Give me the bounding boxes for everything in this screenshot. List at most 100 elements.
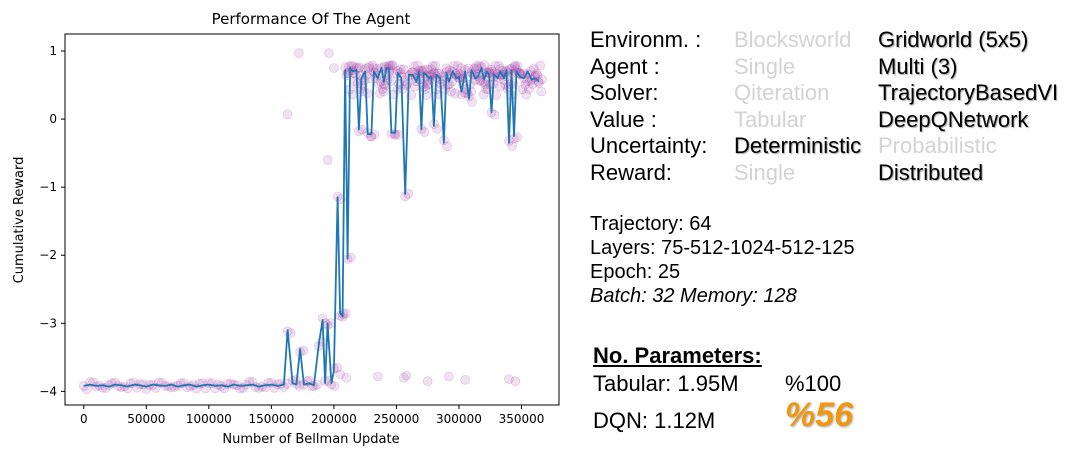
- y-axis-label: Cumulative Reward: [12, 157, 27, 284]
- dqn-params: DQN: 1.12M: [593, 408, 716, 433]
- config-option-selected: Gridworld (5x5): [878, 27, 1029, 52]
- scatter-point: [535, 60, 546, 71]
- scatter-point: [354, 62, 365, 73]
- config-label: Uncertainty:: [590, 133, 708, 159]
- scatter-point: [442, 141, 452, 152]
- scatter-point: [402, 79, 413, 89]
- scatter-point: [322, 155, 333, 165]
- scatter-point: [471, 61, 482, 71]
- config-label: Reward:: [590, 160, 672, 185]
- y-tick-label: 0: [49, 112, 57, 126]
- x-tick-label: 350000: [499, 412, 545, 426]
- scatter-point: [335, 369, 345, 380]
- scatter-point: [504, 374, 514, 384]
- config-label: Solver:: [590, 80, 659, 106]
- x-tick-label: 200000: [311, 412, 357, 426]
- config-option-selected: Distributed: [878, 160, 984, 185]
- y-tick-label: −2: [39, 248, 57, 262]
- plot-frame: [64, 33, 560, 406]
- scatter-point: [521, 89, 532, 100]
- config-option: Tabular: [734, 106, 807, 132]
- scatter-point: [421, 90, 431, 100]
- config-option-selected: TrajectoryBasedVI: [878, 80, 1059, 106]
- y-tick-label: 1: [49, 44, 57, 58]
- scatter-point: [200, 383, 211, 394]
- scatter-point: [520, 80, 531, 90]
- config-label: Value :: [590, 106, 657, 132]
- scatter-point: [450, 88, 460, 99]
- reward-line: [83, 67, 540, 388]
- scatter-point: [467, 97, 477, 107]
- scatter-point: [364, 61, 374, 72]
- scatter-point: [372, 371, 383, 382]
- scatter-point: [432, 124, 442, 134]
- scatter-point: [510, 376, 521, 386]
- scatter-point: [387, 60, 397, 70]
- config-option: Probabilistic: [878, 133, 997, 159]
- scatter-point: [509, 62, 520, 72]
- y-tick-label: −4: [39, 384, 57, 398]
- scatter-point: [486, 64, 497, 75]
- scatter-point: [517, 84, 528, 95]
- scatter-point: [398, 64, 409, 75]
- scatter-point: [409, 61, 419, 71]
- scatter-point: [282, 109, 293, 120]
- x-axis-label: Number of Bellman Update: [222, 432, 399, 447]
- scatter-point: [432, 68, 443, 79]
- x-tick-label: 250000: [374, 412, 420, 426]
- x-tick-label: 100000: [186, 412, 232, 426]
- scatter-point: [422, 64, 432, 75]
- scatter-point: [329, 381, 340, 391]
- config-option-selected: DeepQNetwork: [878, 106, 1029, 132]
- scatter-point: [375, 88, 385, 99]
- x-tick-label: 50000: [127, 412, 165, 426]
- scatter-point: [479, 60, 490, 70]
- scatter-point: [362, 88, 373, 99]
- scatter-point: [422, 376, 433, 386]
- scatter-point: [460, 375, 471, 385]
- scatter-point: [329, 63, 339, 73]
- scatter-point: [444, 371, 454, 382]
- scatter-point: [78, 381, 89, 391]
- config-option-selected: Deterministic: [734, 133, 862, 159]
- scatter-point: [490, 60, 501, 71]
- scatter-point: [449, 61, 459, 71]
- epoch-info: Epoch: 25: [590, 261, 681, 283]
- scatter-point: [478, 89, 489, 100]
- scatter-point: [494, 61, 504, 71]
- scatter-point: [475, 76, 485, 86]
- x-tick-label: 150000: [248, 412, 294, 426]
- plot-area: [78, 48, 547, 395]
- scatter-point: [213, 379, 224, 390]
- scatter-point: [294, 48, 304, 58]
- config-label: Agent :: [590, 53, 660, 79]
- performance-chart: Performance Of The Agent Number of Bellm…: [12, 10, 560, 447]
- config-option: Single: [734, 160, 796, 185]
- scatter-point: [395, 64, 406, 75]
- scatter-point: [507, 141, 517, 151]
- scatter-point: [446, 86, 456, 97]
- axis-ticks: 0 50000 100000 150000 200000 250000 300000 3500…: [39, 44, 544, 426]
- scatter-point: [531, 68, 542, 79]
- scatter-point: [495, 81, 505, 92]
- tabular-percent: %100: [785, 371, 842, 396]
- scatter-point: [536, 86, 547, 97]
- scatter-point: [419, 127, 430, 137]
- trajectory-info: Trajectory: 64: [590, 213, 712, 235]
- scatter-point: [537, 74, 547, 85]
- scatter-point: [510, 60, 521, 71]
- scatter-point: [85, 377, 95, 387]
- scatter-point: [491, 90, 502, 100]
- config-option: Qiteration: [734, 80, 830, 106]
- scatter-point: [378, 86, 389, 97]
- scatter-point: [324, 48, 334, 58]
- config-option: Blocksworld: [734, 27, 852, 52]
- scatter-point: [512, 61, 523, 71]
- scatter-point: [522, 76, 532, 86]
- scatter-point: [514, 68, 525, 78]
- config-option-selected: Multi (3): [878, 53, 958, 79]
- parameters-heading: No. Parameters:: [593, 343, 762, 368]
- scatter-point: [528, 63, 539, 74]
- scatter-point: [367, 60, 378, 71]
- scatter-point: [412, 60, 423, 71]
